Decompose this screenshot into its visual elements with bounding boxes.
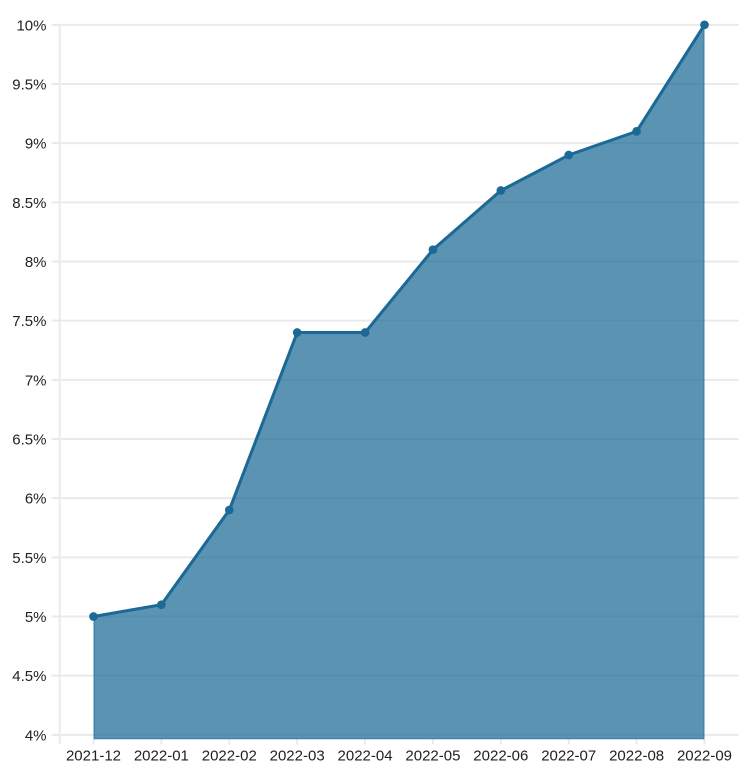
svg-text:7.5%: 7.5%: [12, 313, 46, 330]
svg-text:7%: 7%: [25, 372, 47, 389]
svg-text:6.5%: 6.5%: [12, 432, 46, 449]
svg-text:8%: 8%: [25, 254, 47, 271]
svg-text:2021-12: 2021-12: [66, 748, 121, 765]
svg-text:9%: 9%: [25, 136, 47, 153]
svg-text:2022-05: 2022-05: [405, 748, 460, 765]
svg-text:2022-02: 2022-02: [202, 748, 257, 765]
svg-text:2022-06: 2022-06: [473, 748, 528, 765]
svg-text:10%: 10%: [16, 17, 46, 34]
svg-text:2022-08: 2022-08: [609, 748, 664, 765]
svg-text:4.5%: 4.5%: [12, 668, 46, 685]
svg-text:5%: 5%: [25, 609, 47, 626]
svg-text:2022-01: 2022-01: [134, 748, 189, 765]
svg-text:8.5%: 8.5%: [12, 195, 46, 212]
svg-text:2022-09: 2022-09: [677, 748, 732, 765]
svg-text:6%: 6%: [25, 491, 47, 508]
svg-text:2022-03: 2022-03: [270, 748, 325, 765]
svg-text:4%: 4%: [25, 727, 47, 744]
svg-text:9.5%: 9.5%: [12, 77, 46, 94]
svg-text:2022-07: 2022-07: [541, 748, 596, 765]
svg-text:2022-04: 2022-04: [338, 748, 393, 765]
svg-text:5.5%: 5.5%: [12, 550, 46, 567]
